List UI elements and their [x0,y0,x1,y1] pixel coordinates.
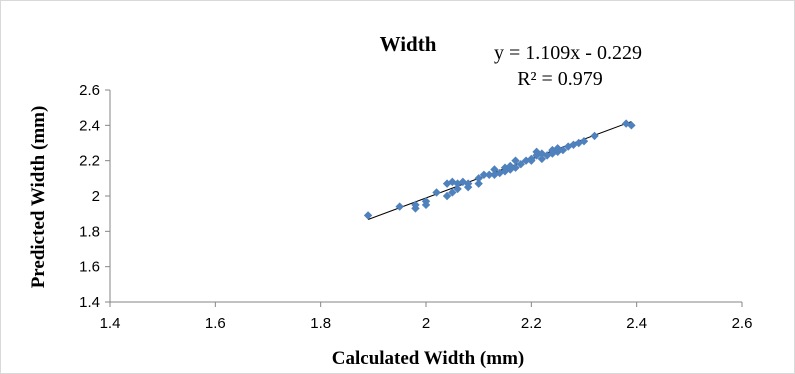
trendline-equation: y = 1.109x - 0.229 [494,42,642,64]
x-tick-label: 2 [422,315,430,332]
data-point [432,188,441,197]
data-point [411,200,420,210]
y-tick-label: 1.4 [79,294,100,311]
r-squared-label: R² = 0.979 [517,68,603,90]
y-tick-label: 2.6 [79,82,100,99]
x-tick-label: 1.4 [100,315,121,332]
axis-ticks: 1.4 1.6 1.8 2 2.2 2.4 2.6 1.4 1.6 1.8 2 2.2 2.4 2.6 [79,82,752,332]
x-axis-label: Calculated Width (mm) [332,348,524,369]
data-points [363,119,636,220]
data-point [395,202,404,211]
data-point [516,160,525,169]
data-point [574,138,583,148]
data-point [448,188,457,197]
data-point [537,149,547,158]
data-point [458,177,468,187]
data-point [463,179,473,188]
data-point [558,145,568,155]
data-point [500,167,510,176]
data-point [579,137,589,146]
data-point [532,151,541,160]
x-tick-label: 2.2 [521,315,542,332]
data-point [590,131,599,141]
data-point [506,161,515,171]
data-point [421,197,431,206]
data-point [479,170,489,179]
x-tick-label: 2.4 [626,315,647,332]
data-point [621,119,631,128]
x-tick-label: 1.8 [310,315,331,332]
data-point [490,165,499,174]
x-tick-label: 1.6 [205,315,226,332]
data-point [474,179,483,188]
data-point [627,121,636,130]
data-point [511,163,520,172]
data-point [453,184,462,194]
y-axis-label: Predicted Width (mm) [28,106,49,289]
data-point [363,211,373,220]
data-point [442,191,452,201]
y-tick-label: 2.4 [79,117,100,134]
y-tick-label: 1.8 [79,223,100,240]
y-tick-label: 2.2 [79,153,100,170]
data-point [485,170,494,179]
data-point [527,156,536,165]
y-tick-label: 1.6 [79,259,100,276]
data-point [474,174,483,183]
y-tick-label: 2 [92,188,100,205]
data-point [537,154,547,164]
x-tick-label: 2.6 [732,315,753,332]
data-point [511,156,520,165]
data-point [542,151,552,160]
data-point [564,142,573,151]
chart-title: Width [380,32,437,56]
